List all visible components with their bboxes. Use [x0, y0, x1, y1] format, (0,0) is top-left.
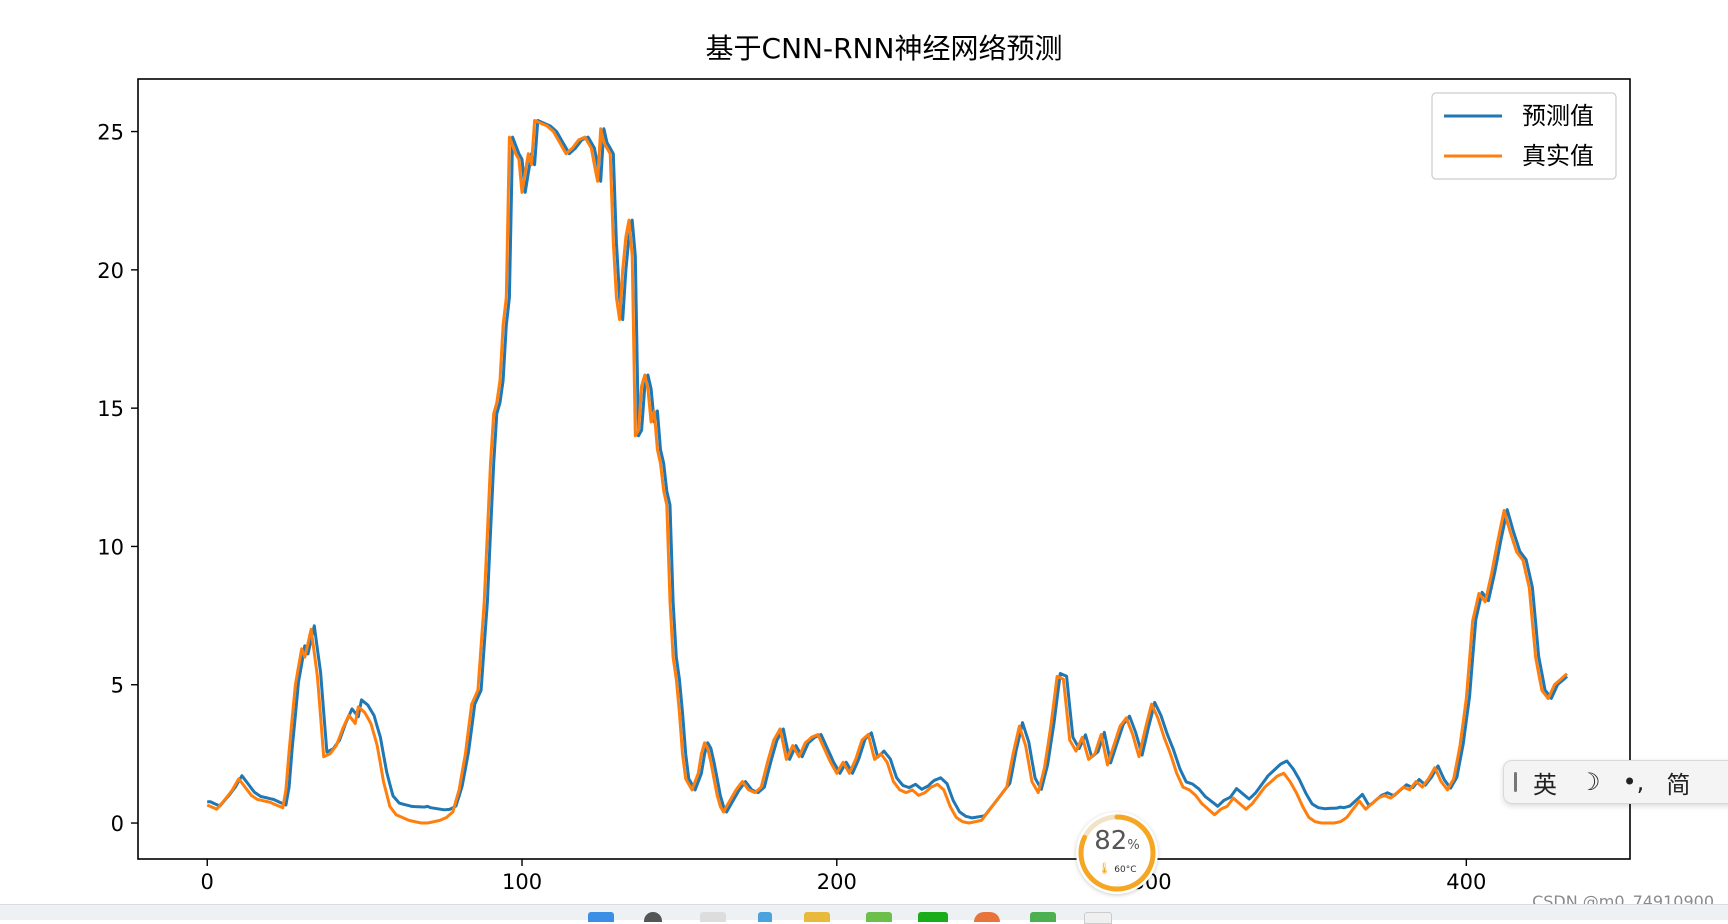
moon-icon[interactable]: ☽ [1579, 768, 1601, 796]
python-icon[interactable] [1084, 912, 1112, 924]
x-tick-label: 0 [201, 870, 214, 894]
y-tick-label: 25 [97, 121, 124, 145]
legend: 预测值 真实值 [1431, 92, 1617, 180]
performance-gauge[interactable]: 82% 🌡 60°C [1076, 812, 1158, 894]
ime-toolbar[interactable]: 英 ☽ •, 简 [1503, 760, 1728, 804]
series-line-1 [206, 119, 1568, 825]
taskbar [0, 904, 1728, 924]
search-icon[interactable] [644, 912, 662, 922]
y-tick-label: 0 [111, 812, 124, 836]
gauge-temperature: 🌡 60°C [1097, 862, 1137, 875]
x-tick-label: 200 [817, 870, 857, 894]
ime-punctuation-toggle[interactable]: •, [1622, 768, 1645, 796]
app-icon[interactable] [866, 912, 892, 922]
x-tick-label: 100 [502, 870, 542, 894]
x-tick-label: 400 [1446, 870, 1486, 894]
thermometer-icon: 🌡 [1097, 862, 1112, 875]
windows-start-icon[interactable] [588, 912, 614, 922]
axes-frame [137, 78, 1631, 860]
gauge-ring [1078, 814, 1156, 892]
wechat-icon[interactable] [918, 912, 948, 922]
ime-drag-handle[interactable] [1514, 772, 1517, 792]
ime-simplified-toggle[interactable]: 简 [1666, 770, 1691, 799]
phone-icon[interactable] [758, 912, 772, 922]
legend-label-predicted: 预测值 [1522, 102, 1594, 130]
gauge-value: 82% [1094, 826, 1140, 856]
browser-icon[interactable] [974, 912, 1000, 922]
file-icon[interactable] [700, 912, 726, 922]
y-tick-label: 20 [97, 259, 124, 283]
y-tick-label: 5 [111, 674, 124, 698]
plot-area [206, 119, 1569, 825]
y-tick-label: 15 [97, 397, 124, 421]
y-tick-label: 10 [97, 535, 124, 559]
series-line-0 [207, 119, 1569, 820]
gauge-arc [1078, 814, 1156, 892]
legend-label-actual: 真实值 [1522, 142, 1594, 170]
ime-language-toggle[interactable]: 英 [1533, 770, 1557, 799]
chart-title: 基于CNN-RNN神经网络预测 [706, 32, 1063, 65]
folder-icon[interactable] [804, 912, 830, 922]
notes-icon[interactable] [1030, 912, 1056, 922]
